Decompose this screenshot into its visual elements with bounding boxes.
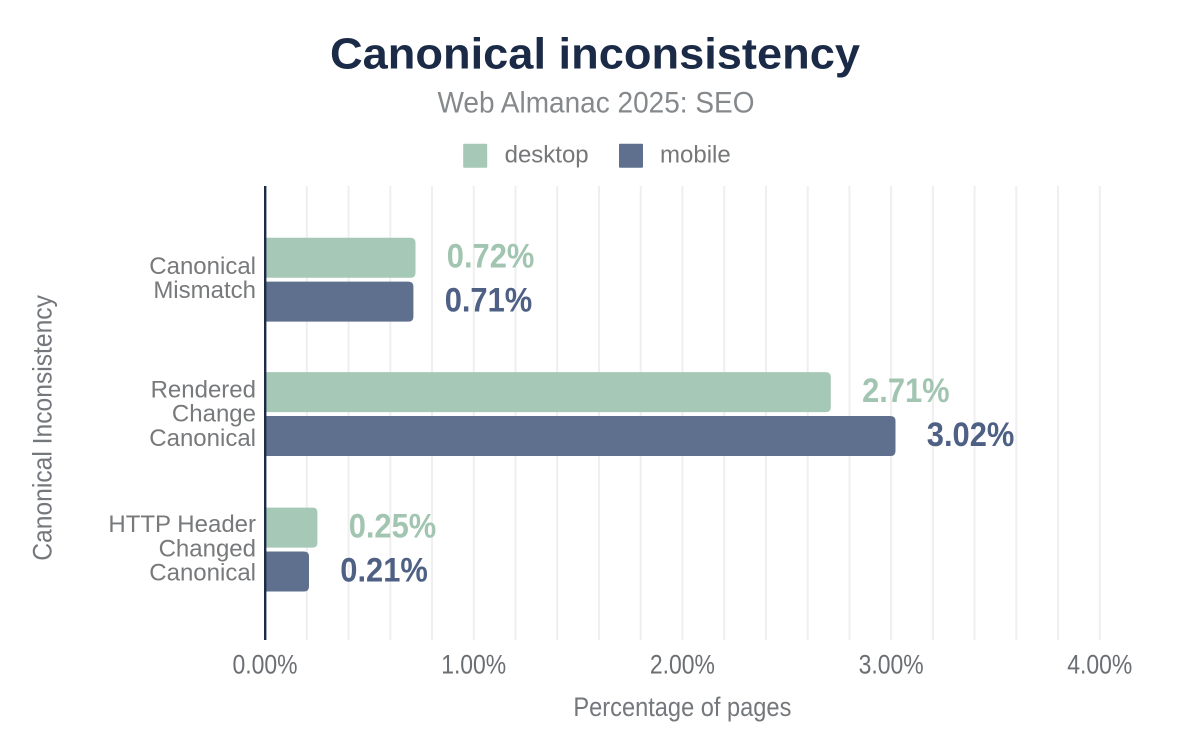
svg-text:desktop: desktop — [505, 142, 589, 169]
svg-text:2.71%: 2.71% — [862, 372, 950, 410]
svg-text:3.00%: 3.00% — [859, 649, 924, 679]
svg-text:0.71%: 0.71% — [445, 282, 533, 320]
svg-text:Change: Change — [172, 401, 256, 428]
svg-text:Changed: Changed — [159, 535, 256, 562]
svg-text:0.25%: 0.25% — [349, 508, 437, 546]
svg-text:Canonical Inconsistency: Canonical Inconsistency — [28, 295, 58, 561]
svg-text:Canonical inconsistency: Canonical inconsistency — [330, 30, 861, 79]
svg-text:4.00%: 4.00% — [1067, 649, 1132, 679]
svg-text:Web Almanac 2025: SEO: Web Almanac 2025: SEO — [438, 87, 755, 120]
svg-text:Canonical: Canonical — [149, 560, 256, 587]
svg-text:HTTP Header: HTTP Header — [108, 511, 256, 538]
svg-text:Mismatch: Mismatch — [153, 277, 256, 304]
svg-text:mobile: mobile — [660, 142, 731, 169]
svg-text:Rendered: Rendered — [151, 377, 256, 404]
svg-text:Canonical: Canonical — [149, 253, 256, 280]
svg-text:0.72%: 0.72% — [447, 238, 535, 276]
svg-text:1.00%: 1.00% — [441, 649, 506, 679]
svg-text:Percentage of pages: Percentage of pages — [573, 692, 791, 722]
svg-text:0.00%: 0.00% — [233, 649, 298, 679]
svg-text:Canonical: Canonical — [149, 425, 256, 452]
svg-text:3.02%: 3.02% — [927, 416, 1015, 454]
svg-text:2.00%: 2.00% — [650, 649, 715, 679]
svg-text:0.21%: 0.21% — [340, 552, 428, 590]
